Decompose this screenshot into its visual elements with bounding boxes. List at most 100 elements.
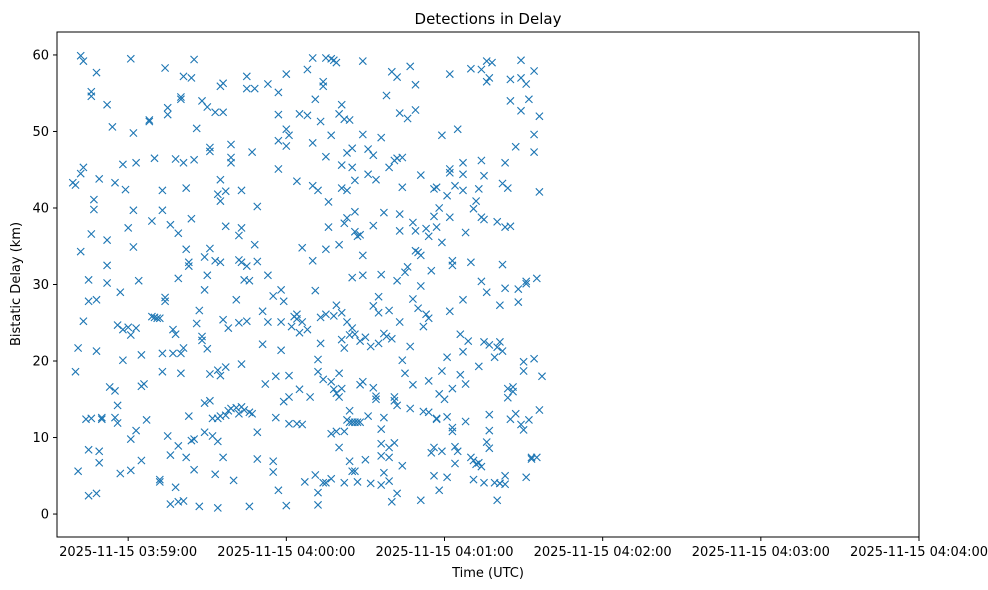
data-point-478 <box>480 171 488 180</box>
data-point-65 <box>140 380 148 388</box>
data-point-91 <box>169 325 177 334</box>
data-point-446 <box>451 181 459 190</box>
data-point-303 <box>345 116 354 124</box>
data-point-432 <box>443 191 452 200</box>
data-point-59 <box>132 324 141 333</box>
x-tick-label-0: 2025-11-15 03:59:00 <box>59 545 197 560</box>
data-point-73 <box>153 314 162 323</box>
data-point-272 <box>327 377 336 386</box>
data-point-461 <box>464 337 473 346</box>
data-point-283 <box>335 240 344 249</box>
data-point-280 <box>332 301 341 310</box>
data-point-13 <box>84 275 93 284</box>
data-point-524 <box>517 73 525 82</box>
data-point-379 <box>395 210 404 219</box>
data-point-340 <box>369 221 378 230</box>
data-point-339 <box>369 151 378 160</box>
data-point-529 <box>522 80 531 88</box>
data-point-78 <box>158 206 167 215</box>
data-point-221 <box>282 125 291 134</box>
data-point-436 <box>445 70 454 79</box>
data-point-68 <box>145 117 154 126</box>
data-point-401 <box>414 304 423 313</box>
y-tick-label-10: 10 <box>32 431 49 446</box>
data-point-465 <box>469 204 478 213</box>
data-point-295 <box>340 344 349 352</box>
data-point-344 <box>372 392 380 401</box>
data-point-290 <box>337 335 346 344</box>
data-point-6 <box>76 247 85 256</box>
data-point-381 <box>395 318 404 326</box>
data-point-49 <box>124 223 133 232</box>
data-point-99 <box>176 95 185 104</box>
data-point-375 <box>393 276 402 285</box>
data-point-456 <box>459 295 467 304</box>
data-point-26 <box>95 174 104 183</box>
data-point-454 <box>459 170 467 179</box>
data-point-87 <box>166 220 175 229</box>
data-point-292 <box>337 308 346 317</box>
data-point-270 <box>327 54 336 63</box>
data-point-409 <box>422 310 431 319</box>
data-point-252 <box>314 355 322 364</box>
data-point-376 <box>393 401 402 410</box>
data-point-215 <box>277 346 286 355</box>
data-point-253 <box>314 367 322 376</box>
y-tick-label-30: 30 <box>32 278 49 293</box>
data-point-217 <box>279 297 288 306</box>
data-point-390 <box>406 62 415 71</box>
data-point-447 <box>451 442 459 451</box>
data-point-349 <box>377 133 386 142</box>
data-point-393 <box>408 218 417 227</box>
data-point-224 <box>285 419 293 428</box>
data-point-185 <box>242 262 251 271</box>
data-point-424 <box>435 204 444 212</box>
data-point-268 <box>324 197 333 206</box>
data-point-75 <box>155 477 164 486</box>
data-point-329 <box>358 251 367 260</box>
data-point-288 <box>337 161 346 170</box>
data-point-158 <box>219 108 228 117</box>
data-point-477 <box>477 462 486 471</box>
data-point-261 <box>319 77 328 86</box>
data-point-544 <box>535 187 544 196</box>
data-point-502 <box>498 347 507 356</box>
data-point-45 <box>118 325 127 334</box>
data-point-527 <box>519 367 528 375</box>
data-point-84 <box>163 432 172 440</box>
data-point-251 <box>314 186 322 195</box>
data-point-420 <box>432 183 441 192</box>
data-point-76 <box>155 475 164 484</box>
data-point-545 <box>535 406 544 414</box>
data-point-80 <box>158 367 167 376</box>
data-point-160 <box>221 222 230 231</box>
data-point-372 <box>390 438 399 447</box>
data-point-63 <box>137 456 146 465</box>
data-point-286 <box>335 393 344 401</box>
data-point-36 <box>108 122 117 131</box>
data-point-56 <box>129 243 138 251</box>
data-point-123 <box>195 502 204 511</box>
data-point-531 <box>522 279 531 288</box>
data-point-67 <box>145 116 154 124</box>
data-point-391 <box>406 342 415 351</box>
data-point-359 <box>382 91 391 100</box>
data-point-442 <box>448 261 457 270</box>
data-point-60 <box>132 158 141 167</box>
data-point-525 <box>517 420 525 429</box>
data-point-266 <box>321 245 330 254</box>
data-point-541 <box>532 274 541 283</box>
data-point-191 <box>248 409 257 418</box>
data-point-324 <box>356 337 365 346</box>
data-point-241 <box>303 325 312 334</box>
y-axis-ticks: 0 10 20 30 40 50 60 <box>32 48 57 523</box>
data-point-114 <box>187 214 196 223</box>
y-axis-label: Bistatic Delay (km) <box>9 222 24 346</box>
data-point-177 <box>237 360 246 369</box>
data-point-40 <box>113 321 122 330</box>
data-point-219 <box>282 70 291 79</box>
data-point-95 <box>174 229 183 238</box>
data-point-74 <box>155 314 164 323</box>
data-point-269 <box>324 223 333 232</box>
